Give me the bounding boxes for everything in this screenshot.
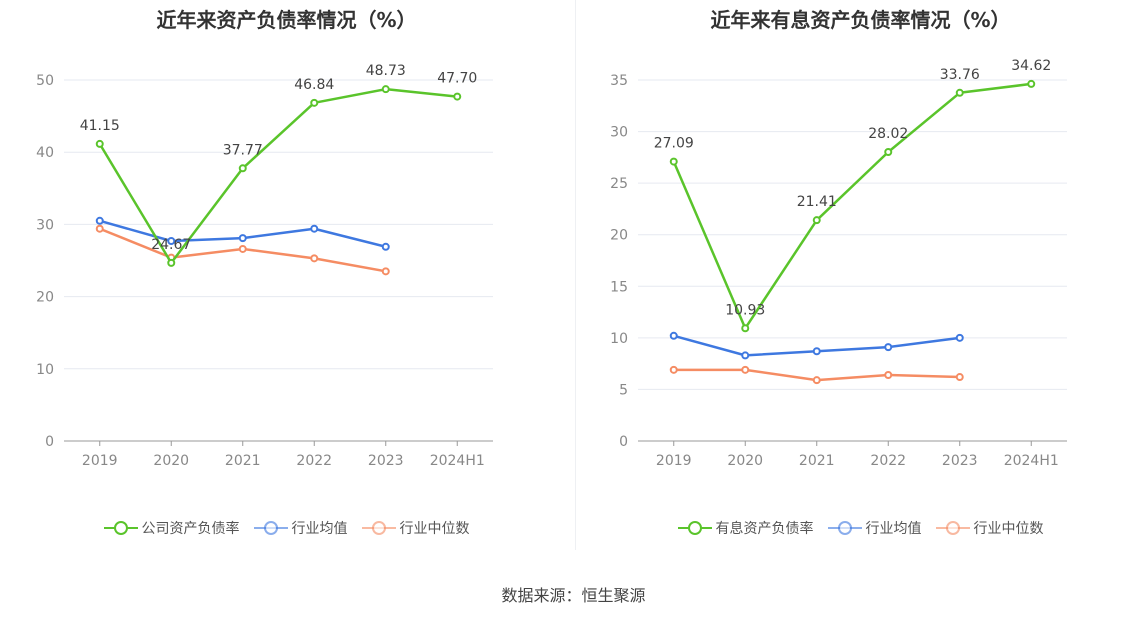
data-point[interactable] [884,370,893,379]
data-point[interactable] [812,347,821,356]
x-tick-label: 2021 [225,453,261,469]
y-tick-label: 0 [45,434,54,450]
legend-item[interactable]: 有息资产负债率 [677,518,814,538]
y-tick-label: 10 [610,331,628,347]
line-chart-asset-liability: 0 10 20 30 40 50 2019 2020 2021 2022 2023 2024H1 41.… [36,63,493,469]
y-tick-label: 35 [610,73,628,89]
y-tick-label: 40 [36,145,54,161]
y-tick-label: 30 [36,217,54,233]
data-point[interactable] [238,164,247,173]
right-chart-panel: 近年来有息资产负债率情况（%） 0 5 10 15 20 25 30 35 2019 2020 20… [574,0,1147,560]
data-label: 41.15 [80,118,120,134]
data-label: 28.02 [868,126,908,142]
data-point[interactable] [238,244,247,253]
series-line [98,87,458,265]
data-point[interactable] [453,92,462,101]
x-tick-label: 2022 [296,453,332,469]
y-tick-label: 15 [610,279,628,295]
data-label: 33.76 [940,67,980,83]
x-tick-label: 2024H1 [430,453,485,469]
y-tick-label: 30 [610,125,628,141]
data-source-note: 数据来源：恒生聚源 [501,586,646,605]
legend-item[interactable]: 行业均值 [827,518,922,538]
data-point[interactable] [381,85,390,94]
x-tick-label: 2022 [870,453,906,469]
line-chart-interest-bearing-liability: 0 5 10 15 20 25 30 35 2019 2020 2021 2022 2023 2024H1… [610,58,1067,469]
legend-swatch [253,521,288,535]
x-tick-label: 2020 [153,453,189,469]
data-point[interactable] [669,365,678,374]
data-point[interactable] [381,267,390,276]
data-label: 34.62 [1011,58,1051,74]
data-point[interactable] [669,157,678,166]
data-label: 27.09 [654,136,694,152]
y-tick-label: 20 [610,228,628,244]
data-label: 21.41 [797,194,837,210]
legend-item[interactable]: 行业中位数 [361,518,470,538]
data-label: 46.84 [294,77,334,93]
x-tick-label: 2021 [799,453,835,469]
legend-swatch [361,521,396,535]
data-label: 10.93 [725,302,765,318]
data-point[interactable] [95,224,104,233]
data-point[interactable] [741,351,750,360]
legend-swatch [827,521,862,535]
data-label: 47.70 [437,71,477,87]
data-point[interactable] [884,147,893,156]
x-tick-label: 2024H1 [1004,453,1059,469]
legend-label: 公司资产负债率 [141,521,240,537]
panel-divider [575,0,576,550]
data-point[interactable] [310,224,319,233]
y-tick-label: 10 [36,362,54,378]
legend-label: 行业中位数 [399,521,470,537]
legend-item[interactable]: 行业中位数 [935,518,1044,538]
chart-title: 近年来资产负债率情况（%） [156,8,417,32]
chart-legend: 有息资产负债率 行业均值 行业中位数 [574,518,1147,538]
data-point[interactable] [669,331,678,340]
y-tick-label: 50 [36,73,54,89]
data-point[interactable] [955,333,964,342]
x-tick-label: 2020 [727,453,763,469]
data-point[interactable] [812,216,821,225]
chart-title: 近年来有息资产负债率情况（%） [710,8,1011,32]
y-tick-label: 5 [619,382,628,398]
legend-swatch [677,521,712,535]
legend-swatch [935,521,970,535]
data-point[interactable] [812,376,821,385]
data-point[interactable] [167,237,176,246]
data-point[interactable] [238,234,247,243]
data-point[interactable] [741,324,750,333]
data-point[interactable] [955,88,964,97]
data-point[interactable] [95,139,104,148]
legend-label: 行业均值 [865,521,922,537]
y-tick-label: 25 [610,176,628,192]
data-point[interactable] [741,365,750,374]
legend-item[interactable]: 公司资产负债率 [103,518,240,538]
data-point[interactable] [310,254,319,263]
data-point[interactable] [884,343,893,352]
legend-item[interactable]: 行业均值 [253,518,348,538]
legend-swatch [103,521,138,535]
legend-label: 行业均值 [291,521,348,537]
legend-label: 行业中位数 [973,521,1044,537]
data-label: 48.73 [366,63,406,79]
left-chart-panel: 近年来资产负债率情况（%） 0 10 20 30 40 50 2019 2020 2021 202… [0,0,573,560]
y-tick-label: 0 [619,434,628,450]
data-point[interactable] [381,242,390,251]
data-label: 37.77 [223,142,263,158]
x-tick-label: 2023 [368,453,404,469]
data-point[interactable] [95,216,104,225]
legend-label: 有息资产负债率 [715,521,814,537]
x-tick-label: 2019 [82,453,118,469]
x-tick-label: 2019 [656,453,692,469]
x-tick-label: 2023 [942,453,978,469]
data-point[interactable] [310,98,319,107]
series-line [672,82,1032,330]
chart-legend: 公司资产负债率 行业均值 行业中位数 [0,518,573,538]
data-point[interactable] [955,373,964,382]
data-label: 24.67 [151,237,191,253]
data-point[interactable] [167,258,176,267]
data-point[interactable] [1027,79,1036,88]
y-tick-label: 20 [36,290,54,306]
